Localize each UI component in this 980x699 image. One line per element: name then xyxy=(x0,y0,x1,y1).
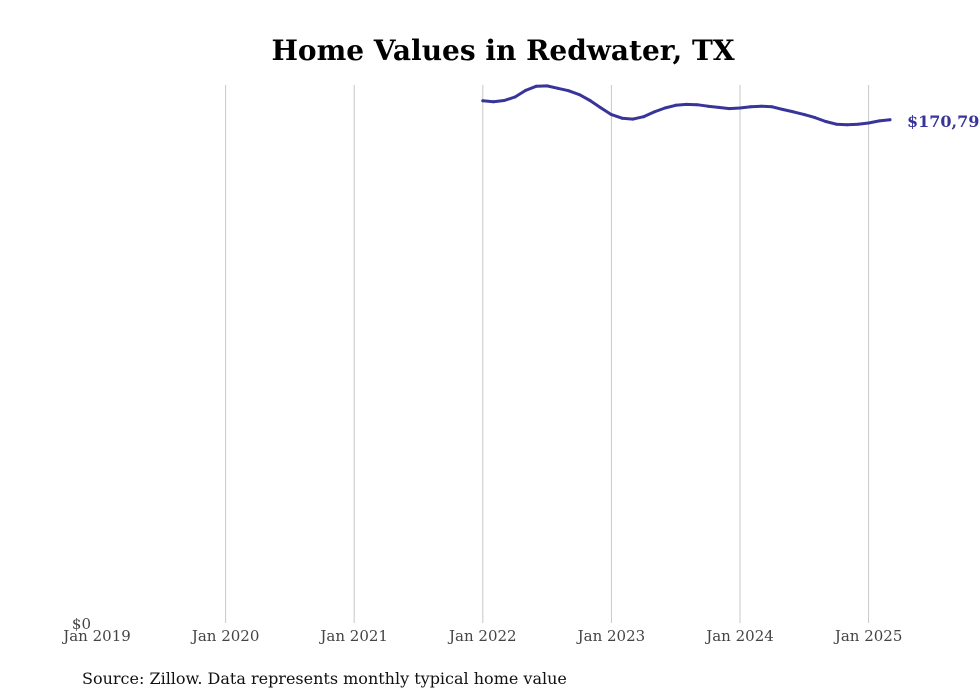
data-point-2024-04 xyxy=(770,105,774,109)
x-tick-label: Jan 2025 xyxy=(833,627,903,645)
x-tick-label: Jan 2019 xyxy=(61,627,131,645)
data-point-2025-03 xyxy=(888,118,892,122)
x-tick-label: Jan 2022 xyxy=(447,627,517,645)
data-point-2024-08 xyxy=(813,116,817,120)
data-point-2024-03 xyxy=(759,104,763,108)
x-tick-label: Jan 2021 xyxy=(318,627,388,645)
data-point-2022-09 xyxy=(567,89,570,93)
data-point-2022-10 xyxy=(577,93,581,97)
x-tick-label: Jan 2024 xyxy=(704,627,774,645)
data-point-2023-07 xyxy=(674,103,678,107)
data-point-2023-04 xyxy=(642,115,645,119)
data-point-2023-08 xyxy=(684,102,688,106)
data-point-2024-06 xyxy=(792,110,796,114)
data-point-2023-09 xyxy=(695,103,699,107)
data-point-2022-11 xyxy=(588,99,592,102)
y-tick-label: $0 xyxy=(72,615,91,633)
data-point-2024-05 xyxy=(781,108,785,111)
data-point-2022-03 xyxy=(502,99,506,102)
data-point-2022-05 xyxy=(524,88,528,92)
series-layer: $170,790 xyxy=(481,84,980,131)
data-point-2023-05 xyxy=(652,110,656,114)
data-point-2022-06 xyxy=(534,84,538,88)
data-point-2022-01 xyxy=(481,99,485,103)
data-point-2022-08 xyxy=(556,86,560,90)
data-point-2022-02 xyxy=(492,100,495,104)
series-end-label: $170,790 xyxy=(907,112,980,131)
data-point-2025-01 xyxy=(867,121,871,125)
data-point-2025-02 xyxy=(877,119,881,123)
data-point-2023-01 xyxy=(609,113,613,117)
data-point-2024-02 xyxy=(749,105,753,109)
data-point-2023-12 xyxy=(727,107,731,111)
data-point-2024-12 xyxy=(856,122,860,126)
data-point-2023-11 xyxy=(717,105,721,109)
data-point-2024-07 xyxy=(802,113,806,117)
data-point-2022-04 xyxy=(513,95,517,99)
data-point-2023-10 xyxy=(706,104,710,108)
data-point-2024-10 xyxy=(834,122,838,126)
gridlines xyxy=(225,85,870,623)
data-point-2023-03 xyxy=(631,117,635,121)
chart-title: Home Values in Redwater, TX xyxy=(271,34,734,67)
source-note: Source: Zillow. Data represents monthly … xyxy=(82,669,567,688)
axis-ticks: Jan 2019 Jan 2020 Jan 2021 Jan 2022 Jan 2023… xyxy=(61,615,902,645)
x-tick-label: Jan 2023 xyxy=(576,627,646,645)
data-point-2024-01 xyxy=(738,106,742,110)
data-point-2023-06 xyxy=(663,106,667,110)
data-point-2022-07 xyxy=(545,84,549,88)
data-point-2022-12 xyxy=(599,106,603,110)
data-point-2023-02 xyxy=(620,116,624,120)
x-tick-label: Jan 2020 xyxy=(190,627,260,645)
data-point-2024-09 xyxy=(824,120,828,123)
data-point-2024-11 xyxy=(845,123,849,127)
